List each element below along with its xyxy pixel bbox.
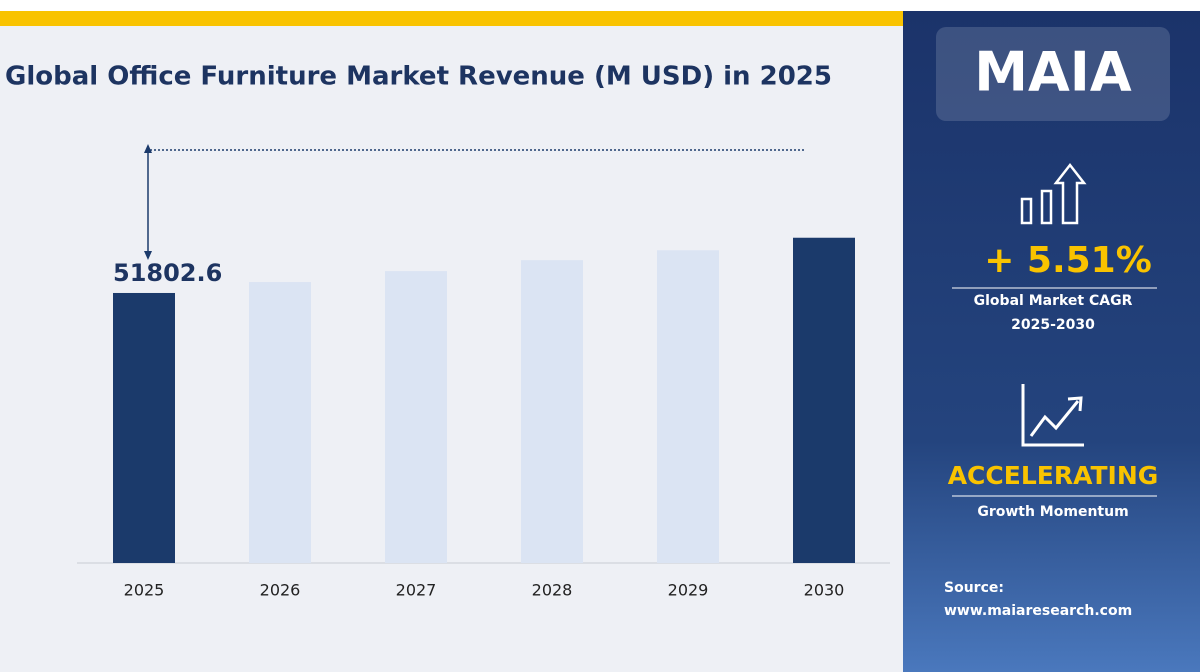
- x-tick-label: 2027: [396, 581, 437, 600]
- x-tick-label: 2030: [804, 581, 845, 600]
- x-tick-label: 2028: [532, 581, 573, 600]
- growth-icon: [1020, 162, 1087, 225]
- chart-title: Global Office Furniture Market Revenue (…: [5, 62, 832, 92]
- bar: [793, 237, 855, 564]
- bar: [657, 250, 719, 563]
- bar: [113, 292, 175, 563]
- logo-box: [936, 27, 1170, 121]
- value-label: 51802.6: [113, 259, 222, 287]
- cagr-period: 2025-2030: [1011, 317, 1095, 333]
- momentum-value: ACCELERATING: [948, 461, 1159, 490]
- top-band: [0, 11, 903, 26]
- bar: [521, 260, 583, 563]
- sidebar: [903, 11, 1200, 672]
- bars: 2025 51802.6 2026 2027 2028 2029 2030: [113, 237, 855, 600]
- source-label: Source:: [944, 580, 1004, 596]
- bar: [249, 282, 311, 563]
- x-tick-label: 2029: [668, 581, 709, 600]
- cagr-label: Global Market CAGR: [974, 293, 1133, 309]
- top-margin: [0, 0, 903, 11]
- x-tick-label: 2026: [260, 581, 301, 600]
- momentum-label: Growth Momentum: [977, 504, 1128, 520]
- bar: [385, 271, 447, 563]
- source-url: www.maiaresearch.com: [944, 603, 1132, 619]
- trend-icon: [1021, 384, 1084, 447]
- logo: MAIA: [974, 41, 1132, 104]
- cagr-value: + 5.51%: [984, 240, 1152, 281]
- x-tick-label: 2025: [124, 581, 165, 600]
